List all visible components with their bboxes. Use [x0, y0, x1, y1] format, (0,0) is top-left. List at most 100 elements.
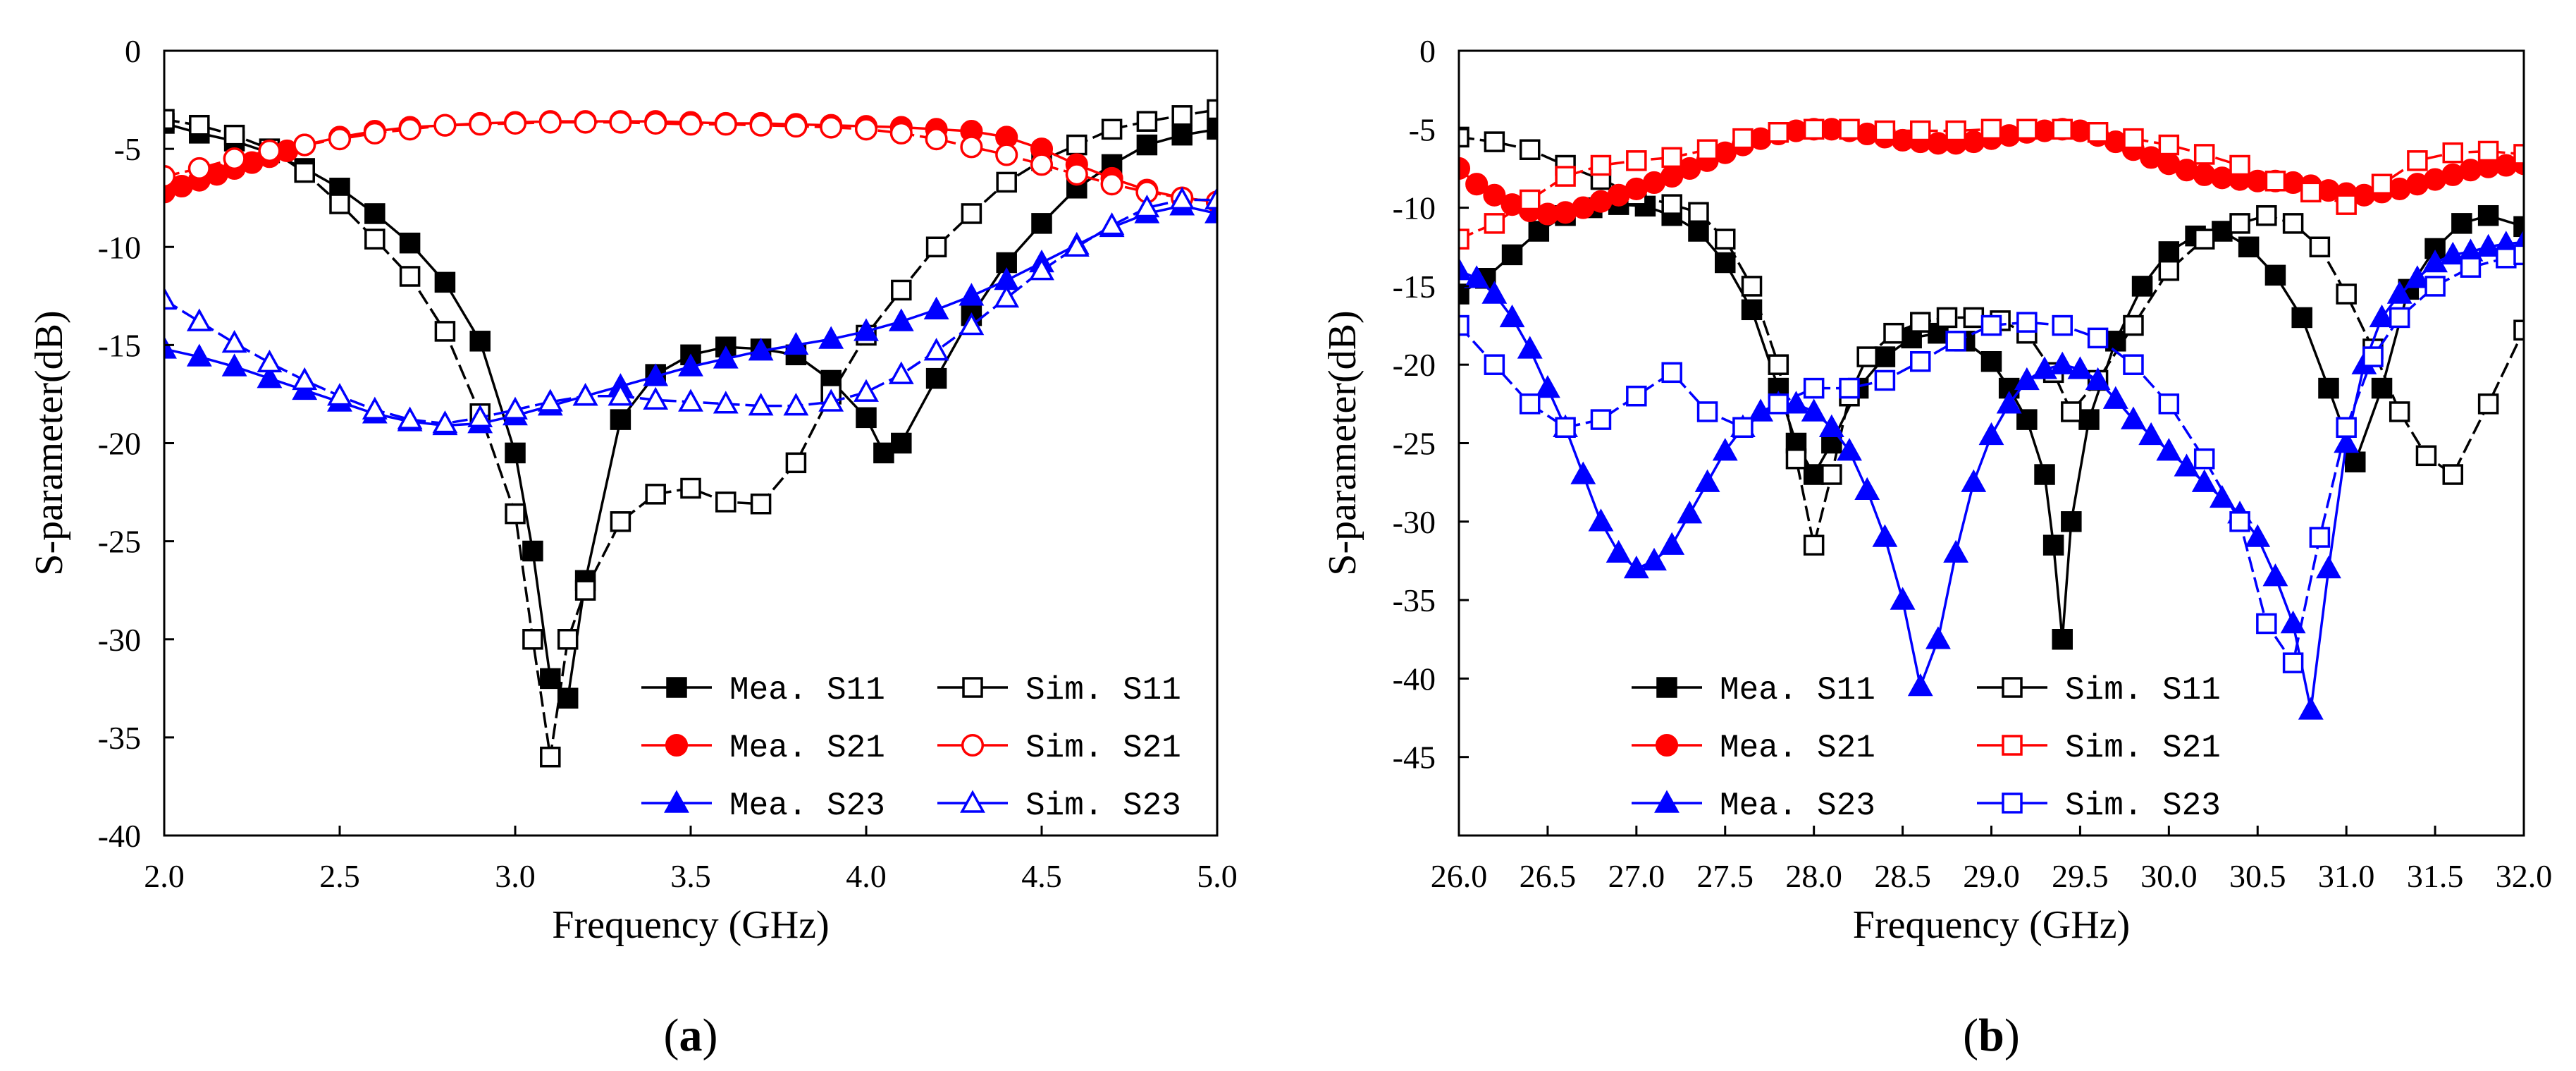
panel-a-data-point: [995, 143, 1018, 166]
panel-b-data-point: [1588, 508, 1614, 532]
panel-b-y-tick-label: -15: [1393, 269, 1436, 305]
panel-a-plot-frame: [163, 49, 1219, 837]
panel-b-data-point: [1528, 221, 1550, 242]
panel-b-data-point: [1570, 461, 1596, 484]
panel-a-data-point: [164, 286, 177, 310]
panel-a-legend-marker: [666, 677, 687, 698]
panel-a-tick-layer: 2.0 2.5 3.0 3.5 4.0 4.5 5.0 0 -5 -10 -15 -20 -25 -30 -…: [98, 33, 1238, 894]
panel-b-legend-label: Mea. S23: [1720, 788, 1875, 824]
panel-a-data-point: [432, 410, 458, 434]
panel-b-data-point: [1980, 350, 2002, 372]
panel-a-data-point: [783, 331, 809, 355]
panel-a-data-point: [961, 203, 982, 224]
panel-a-x-tick-label: 2.5: [319, 858, 360, 894]
panel-b-data-point: [1501, 244, 1523, 266]
panel-a-data-point: [888, 308, 914, 331]
panel-a-data-point: [327, 383, 352, 406]
panel-a-data-point: [397, 406, 423, 429]
panel-a-data-point: [1064, 233, 1090, 257]
panel-b-data-point: [2264, 171, 2286, 192]
panel-b-data-point: [2229, 154, 2250, 176]
panel-a-data-point: [715, 491, 737, 513]
panel-b-data-point: [2389, 307, 2410, 329]
panel-b-data-point: [2309, 527, 2331, 548]
panel-b-data-point: [1659, 532, 1685, 555]
panel-a-data-point: [1136, 111, 1158, 132]
panel-b-data-point: [1803, 377, 1825, 399]
panel-b-y-tick-label: -25: [1393, 426, 1436, 462]
panel-b-data-point: [1748, 398, 1774, 422]
panel-b-data-point: [2123, 128, 2144, 149]
panel-a-data-point: [329, 193, 350, 214]
panel-b-data-point: [1459, 228, 1469, 250]
panel-a-data-point: [610, 511, 631, 532]
panel-a-x-tick-label: 5.0: [1197, 858, 1238, 894]
panel-b-data-point: [1661, 194, 1682, 215]
panel-b-x-tick-label: 27.0: [1608, 858, 1665, 894]
panel-b-data-point: [2407, 150, 2428, 171]
panel-b-series-5: [1459, 244, 2524, 673]
panel-b-data-point: [1732, 417, 1754, 438]
panel-b-data-point: [1481, 281, 1508, 304]
panel-b-data-point: [1801, 398, 1827, 422]
panel-b-data-point: [2158, 134, 2180, 156]
panel-b-x-tick-label: 29.0: [1963, 858, 2020, 894]
panel-b-data-point: [2496, 247, 2517, 269]
panel-b-data-point: [2369, 304, 2395, 328]
panel-a-data-point: [1029, 257, 1054, 281]
panel-a-data-point: [891, 279, 912, 301]
panel-a-data-point: [994, 285, 1020, 308]
panel-b-data-point: [1694, 469, 1720, 492]
panel-b-data-point: [1464, 265, 1490, 288]
panel-a-data-point: [925, 128, 948, 151]
panel-a-data-point: [853, 379, 879, 402]
panel-a-x-tick-label: 4.5: [1021, 858, 1062, 894]
panel-a-data-point: [1031, 213, 1052, 234]
panel-b-data-point: [2052, 314, 2073, 336]
panel-b-data-point: [1925, 626, 1951, 649]
panel-b-x-tick-label: 28.0: [1785, 858, 1842, 894]
panel-b-data-point: [2282, 213, 2304, 234]
panel-b-x-tick-label: 32.0: [2496, 858, 2553, 894]
panel-a-legend-marker: [961, 733, 985, 757]
panel-b-data-point: [2386, 281, 2412, 304]
panel-b-data-point: [1626, 150, 1647, 171]
panel-b-data-point: [1715, 252, 1736, 274]
panel-a-data-point: [960, 135, 983, 159]
panel-b-data-point: [1943, 539, 1969, 563]
panel-b-y-tick-label: -35: [1393, 582, 1436, 618]
panel-b-data-point: [2300, 181, 2322, 203]
panel-b-plot-frame: [1458, 49, 2525, 837]
panel-b-data-point: [2014, 367, 2040, 391]
panel-b-x-axis-title: Frequency (GHz): [1853, 903, 2130, 947]
panel-a-data-point: [1171, 105, 1193, 126]
panel-b-data-point: [1839, 118, 1860, 140]
panel-b-legend-label: Mea. S11: [1720, 672, 1875, 709]
panel-a-legend-entry: Sim. S11: [937, 672, 1181, 709]
panel-b-data-point: [1872, 524, 1898, 547]
panel-b-data-point: [1963, 307, 1985, 329]
panel-b-data-point: [2282, 652, 2304, 673]
panel-b-data-point: [1910, 312, 1931, 333]
panel-b-data-point: [1910, 350, 1931, 372]
panel-b-series-0: [1459, 194, 2524, 650]
panel-b-data-point: [2422, 249, 2448, 273]
panel-a-data-point: [434, 271, 456, 293]
panel-b-data-point: [2191, 469, 2217, 492]
panel-b-data-point: [2513, 144, 2524, 165]
panel-b-y-tick-label: -5: [1409, 111, 1436, 147]
panel-b-legend-marker: [2002, 792, 2023, 814]
panel-a-data-point: [853, 318, 879, 341]
panel-b-data-point: [2336, 194, 2357, 215]
panel-a-data-point: [503, 396, 528, 420]
panel-b-data-point: [2477, 393, 2499, 415]
panel-a-data-point: [223, 124, 245, 146]
panel-a-data-point: [643, 363, 669, 386]
panel-a-data-point: [540, 668, 561, 690]
panel-a-data-point: [749, 114, 772, 137]
panel-a-data-point: [1100, 173, 1123, 196]
panel-b-data-point: [1883, 322, 1904, 344]
panel-b-label-letter: b: [1978, 1010, 2004, 1061]
panel-a-data-point: [328, 128, 352, 151]
